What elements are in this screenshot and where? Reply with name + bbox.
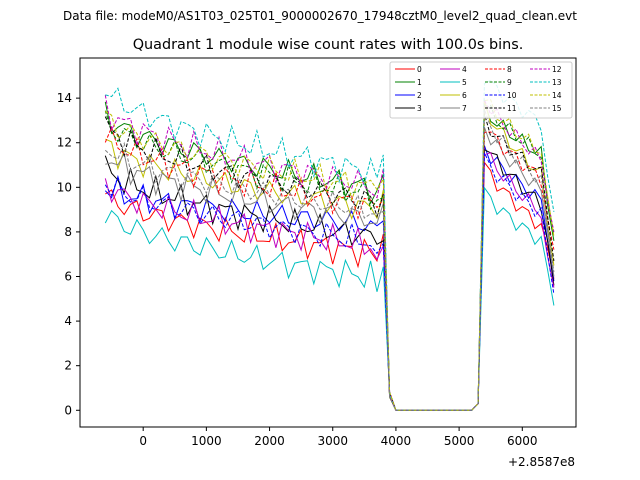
y-tick-label: 0 (64, 403, 72, 417)
legend-box (389, 61, 573, 119)
legend-label-13: 13 (552, 78, 562, 87)
figure-suptitle: Data file: modeM0/AS1T03_025T01_90000026… (63, 9, 577, 23)
series-line-14 (105, 99, 555, 411)
y-tick-label: 10 (57, 180, 72, 194)
legend-label-9: 9 (507, 78, 512, 87)
y-tick-label: 4 (64, 314, 72, 328)
x-tick-label: 1000 (191, 434, 222, 448)
legend-label-7: 7 (462, 104, 467, 113)
y-tick-label: 2 (64, 359, 72, 373)
y-tick-label: 14 (57, 91, 72, 105)
series-line-1 (104, 101, 555, 411)
series-line-15 (104, 109, 555, 411)
legend-label-5: 5 (462, 78, 467, 87)
legend-label-10: 10 (507, 91, 517, 100)
legend-label-0: 0 (417, 65, 422, 74)
x-tick-label: 0 (139, 434, 147, 448)
axes-frame (79, 57, 577, 428)
x-tick-label: 4000 (381, 434, 412, 448)
series-line-3 (104, 148, 555, 411)
legend-label-1: 1 (417, 78, 422, 87)
legend-label-2: 2 (417, 91, 422, 100)
x-axis-offset-label: +2.8587e8 (508, 455, 575, 469)
y-tick-label: 6 (64, 270, 72, 284)
legend-label-6: 6 (462, 91, 467, 100)
legend-label-11: 11 (507, 104, 517, 113)
series-line-7 (105, 127, 555, 411)
legend-label-3: 3 (417, 104, 422, 113)
series-line-8 (104, 125, 555, 411)
plot-area (104, 79, 555, 411)
series-line-5 (104, 186, 555, 411)
series-line-13 (105, 79, 555, 411)
legend-label-12: 12 (552, 65, 562, 74)
x-tick-label: 6000 (507, 434, 538, 448)
legend-label-8: 8 (507, 65, 512, 74)
x-tick-label: 5000 (444, 434, 475, 448)
y-tick-label: 8 (64, 225, 72, 239)
legend-label-15: 15 (552, 104, 562, 113)
x-tick-label: 2000 (254, 434, 285, 448)
chart-title: Quadrant 1 module wise count rates with … (133, 37, 524, 53)
series-line-6 (105, 99, 555, 411)
legend-label-4: 4 (462, 65, 467, 74)
series-line-2 (104, 145, 555, 411)
legend-label-14: 14 (552, 91, 562, 100)
y-tick-label: 12 (57, 136, 72, 150)
x-tick-label: 3000 (317, 434, 348, 448)
axis-ticks: 0 1000 2000 3000 4000 5000 6000 0 2 4 6 8 10 12 14 (57, 91, 538, 448)
